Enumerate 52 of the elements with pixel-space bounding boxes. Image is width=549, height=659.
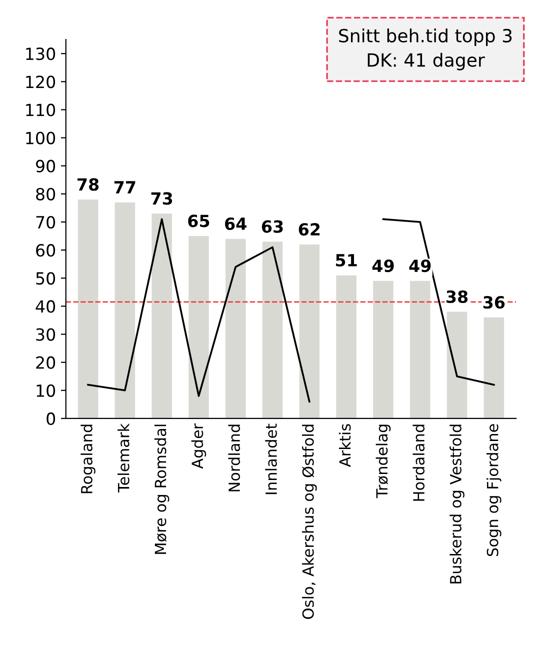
bar — [373, 280, 394, 418]
bar — [484, 317, 504, 418]
x-tick-label: Buskerud og Vestfold — [450, 424, 464, 584]
bar — [299, 244, 320, 418]
bar — [336, 275, 356, 418]
bar — [410, 280, 430, 418]
y-tick-label: 10 — [36, 384, 56, 397]
y-tick-label: 60 — [36, 244, 56, 257]
y-tick-label: 80 — [36, 188, 56, 200]
x-tick-label: Oslo, Akershus og Østfold — [302, 424, 317, 619]
y-tick-label: 40 — [36, 300, 56, 313]
data-label: 65 — [188, 214, 210, 228]
x-tick-label: Telemark — [118, 423, 130, 493]
bar — [446, 312, 468, 418]
x-tick-label: Hordaland — [412, 424, 425, 501]
x-tick-label: Sogn og Fjordane — [486, 424, 502, 556]
x-tick-label: Møre og Romsdal — [154, 424, 170, 554]
y-tick-label: 70 — [36, 216, 56, 229]
data-label: 38 — [446, 290, 468, 304]
y-tick-label: 110 — [26, 104, 56, 116]
y-tick-label: 100 — [26, 132, 56, 144]
x-tick-label: Rogaland — [80, 424, 96, 494]
annotation: Snitt beh.tid topp 3 — [339, 28, 512, 46]
data-label: 63 — [262, 220, 283, 233]
y-tick-label: 30 — [36, 328, 56, 341]
bar — [152, 214, 172, 418]
data-label: 64 — [225, 217, 246, 230]
data-label: 36 — [483, 296, 505, 309]
x-tick-label: Arktis — [338, 424, 351, 467]
bar — [262, 242, 283, 418]
data-label: 49 — [409, 260, 431, 272]
x-tick-label: Nordland — [228, 424, 240, 492]
y-tick-label: 90 — [36, 160, 56, 172]
data-label: 51 — [336, 254, 357, 267]
bar — [78, 200, 98, 418]
x-tick-label: Agder — [191, 423, 206, 469]
bar — [225, 238, 246, 418]
y-tick-label: 130 — [26, 48, 56, 60]
x-tick-label: Innlandet — [265, 424, 277, 494]
y-tick-label: 20 — [36, 356, 56, 369]
y-tick-label: 0 — [46, 412, 56, 426]
data-label: 49 — [372, 260, 394, 272]
data-label: 62 — [298, 223, 320, 236]
bar — [188, 236, 209, 418]
bar — [114, 202, 136, 418]
y-tick-label: 50 — [36, 272, 56, 285]
data-label: 73 — [151, 192, 172, 205]
data-label: 77 — [114, 181, 136, 194]
data-label: 78 — [78, 178, 99, 191]
y-tick-label: 120 — [26, 76, 56, 88]
annotation: DK: 41 dager — [368, 52, 485, 70]
x-tick-label: Trøndelag — [376, 424, 391, 498]
